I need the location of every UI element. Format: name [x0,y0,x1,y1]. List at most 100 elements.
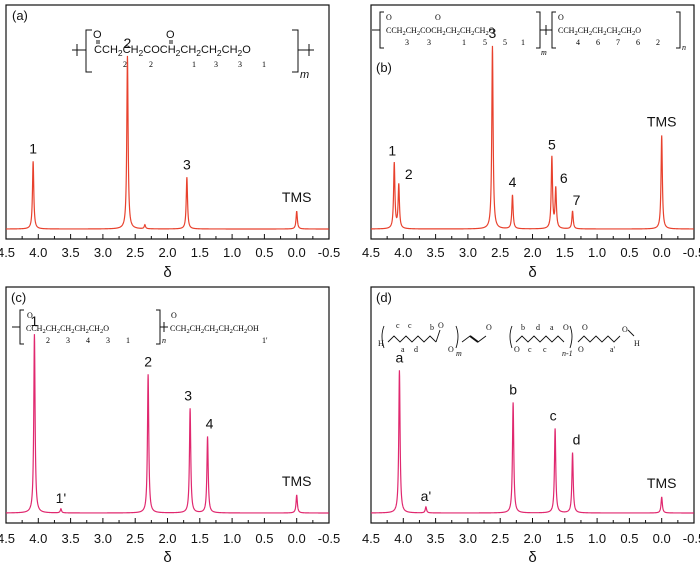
locant: d [414,345,418,354]
structure-formula: H c c a d b O O m O O b d a c c O n [378,321,640,358]
x-tick-label: 3.0 [94,245,112,260]
locant: 4 [86,336,90,345]
plot-frame [370,286,695,524]
x-tick-label: 4.5 [0,531,15,546]
x-tick-label: 0.0 [288,531,306,546]
panel-b: (b) O O O CCH2CH2COCH2CH2CH2CH2O CCH2CH2… [362,4,700,281]
x-tick-label: 3.5 [427,531,445,546]
atom-o: O [563,323,569,332]
locant: 1 [262,60,266,69]
carbonyl-o: O [93,29,102,41]
subscript-n: n-1 [562,349,573,358]
peak-label: TMS [282,473,312,489]
x-axis-label: δ [163,549,171,566]
x-tick-label: 3.0 [459,245,477,260]
peak-label: 3 [183,156,191,172]
x-tick-label: 0.5 [620,531,638,546]
panel-c: (c) O O CCH2CH2CH2CH2CH2O CCH2CH2CH2CH2C… [0,286,340,566]
locant: 1 [462,38,466,47]
locant: c [408,321,412,330]
locant: 1 [521,38,525,47]
locant: 3 [106,336,110,345]
x-tick-label: 1.5 [191,245,209,260]
panel-label: (a) [12,8,28,23]
atom-o: O [514,345,520,354]
atom-o: O [438,321,444,330]
formula-text: CCH2CH2COCH2CH2CH2CH2O [386,26,495,37]
x-tick-label: 0.0 [288,245,306,260]
x-tick-label: 4.0 [394,531,412,546]
locant: 2 [149,60,153,69]
peak-label: a [396,349,404,365]
locant: 3 [405,38,409,47]
structure-formula: C CH2CH2COCH2CH2CH2CH2O O O 2 2 1 3 3 1 … [72,29,314,81]
x-tick-label: 4.0 [394,245,412,260]
locant: 6 [596,38,600,47]
locant: a [401,345,405,354]
x-tick-label: 0.5 [255,531,273,546]
locant: 5 [503,38,507,47]
x-tick-label: 2.0 [523,245,541,260]
locant: b [521,323,525,332]
atom-o: O [622,325,628,334]
locant: 3 [214,60,218,69]
x-tick-label: 1.5 [556,245,574,260]
x-tick-label: 1.0 [223,531,241,546]
carbonyl-o: O [386,13,392,22]
peak-label: 3 [184,387,192,403]
spectrum-line [6,334,329,514]
x-tick-label: 3.5 [62,245,80,260]
x-tick-label: 0.0 [653,245,671,260]
panel-d: (d) H c c a d b O O m O O b d a c c [362,286,700,566]
peak-label: c [550,408,557,424]
locant: 1 [192,60,196,69]
x-tick-label: -0.5 [683,531,700,546]
peak-label: TMS [282,189,312,205]
x-tick-label: 2.0 [158,245,176,260]
atom-o: O [578,345,584,354]
peak-label: 5 [548,136,556,152]
formula-text: CH2CH2COCH2CH2CH2CH2O [102,44,251,58]
x-tick-label: 4.5 [0,245,15,260]
x-tick-label: 3.5 [427,245,445,260]
atom-o: O [486,323,492,332]
x-tick-label: 0.0 [653,531,671,546]
x-tick-label: 3.5 [62,531,80,546]
x-tick-label: 1.0 [223,245,241,260]
atom-h: H [634,339,640,348]
locant: 2 [46,336,50,345]
peak-label: 1 [29,140,37,156]
subscript-n: n [162,336,166,345]
subscript-m: m [541,48,547,57]
carbonyl-o: O [171,311,177,320]
peak-label: 2 [405,166,413,182]
peak-label: d [573,432,581,448]
x-tick-label: 4.5 [362,531,380,546]
x-tick-label: 1.5 [556,531,574,546]
x-tick-label: 3.0 [94,531,112,546]
x-tick-label: 1.5 [191,531,209,546]
locant: c [543,345,547,354]
subscript-n: n [682,43,686,52]
locant: 7 [616,38,620,47]
subscript-m: m [456,349,462,358]
peak-label: 2 [144,353,152,369]
peak-label: 1 [388,142,396,158]
peak-label: 1 [31,313,39,329]
carbonyl-o: O [166,29,175,41]
formula-text: CCH2CH2CH2CH2CH2O [558,26,641,37]
locant: 3 [238,60,242,69]
plot-frame [5,286,330,524]
locant: 2 [656,38,660,47]
locant: 3 [66,336,70,345]
peak-label: 4 [206,416,214,432]
peak-label: b [509,381,517,397]
peak-label: 1' [56,490,66,506]
locant: 3 [427,38,431,47]
panel-label: (c) [11,290,26,305]
locant: c [528,345,532,354]
locant: d [536,323,540,332]
x-tick-label: 2.0 [523,531,541,546]
carbonyl-o: O [27,311,33,320]
locant: 2 [123,60,127,69]
